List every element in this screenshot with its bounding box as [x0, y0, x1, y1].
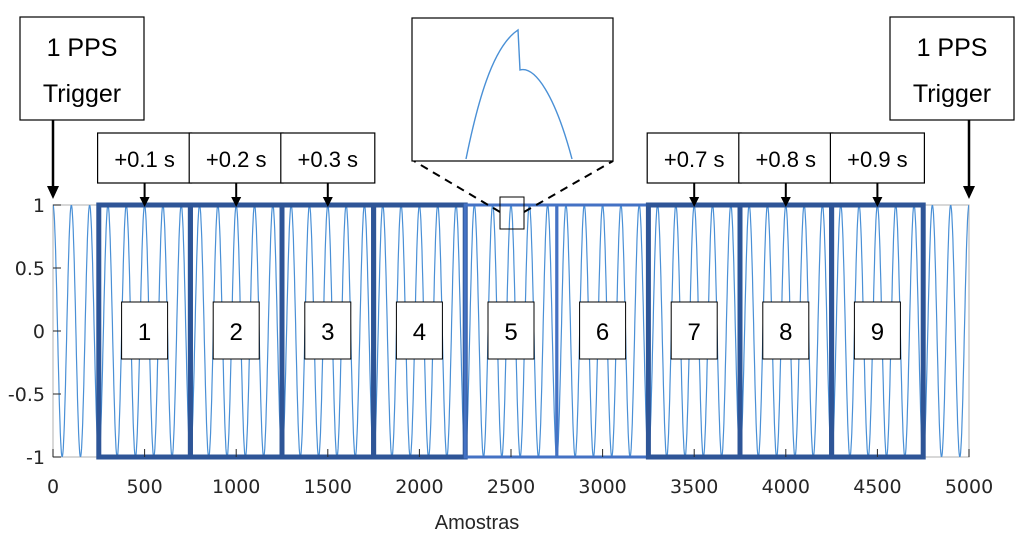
offset-label: +0.1 s [114, 147, 175, 172]
segment-number-box [304, 301, 352, 360]
offset-box [738, 132, 834, 184]
offset-label: +0.2 s [206, 147, 267, 172]
trigger-arrow-head [47, 186, 59, 199]
x-tick-label: 0 [47, 476, 59, 498]
segment-number: 2 [230, 319, 243, 346]
x-tick-label: 5000 [945, 476, 993, 498]
segment-number-box [579, 301, 627, 360]
x-tick-label: 3500 [670, 476, 718, 498]
segment-number-box [762, 301, 810, 360]
y-tick-label: -1 [26, 447, 45, 469]
offset-label: +0.9 s [847, 147, 908, 172]
offset-arrow-head [139, 197, 150, 207]
x-tick-label: 2500 [487, 476, 535, 498]
x-axis-label: Amostras [435, 512, 519, 534]
segment-number-box [853, 301, 901, 360]
x-tick-label: 4500 [853, 476, 901, 498]
trigger-box [19, 16, 145, 121]
trigger-label-line1: 1 PPS [917, 34, 988, 62]
trigger-callouts: 1 PPS Trigger 1 PPS Trigger [19, 16, 1015, 199]
axes: 0 500 1000 1500 2000 2500 3000 3500 4000 4500 5000… [8, 195, 993, 498]
x-tick-label: 2000 [395, 476, 443, 498]
offset-box [96, 132, 193, 184]
segment-number: 1 [138, 319, 151, 346]
x-tick-label: 1500 [304, 476, 352, 498]
offset-label: +0.7 s [664, 147, 725, 172]
offset-arrow-head [780, 197, 791, 207]
offset-arrow-head [872, 197, 883, 207]
zoom-guide-right [523, 160, 614, 213]
segment-number-box [487, 301, 535, 360]
trigger-label-line2: Trigger [913, 80, 991, 108]
trigger-arrow-head [963, 186, 975, 199]
trigger-label-line1: 1 PPS [47, 34, 118, 62]
trigger-label-line2: Trigger [43, 80, 121, 108]
segment-number: 7 [688, 319, 701, 346]
offset-box [280, 132, 376, 184]
x-tick-label: 1000 [212, 476, 260, 498]
segment-number-box [212, 301, 260, 360]
x-tick-label: 500 [126, 476, 162, 498]
y-tick-label: 1 [33, 195, 45, 217]
offset-label: +0.8 s [756, 147, 817, 172]
segment-number-box [121, 301, 169, 360]
y-tick-label: 0.5 [15, 258, 45, 280]
segment-number: 3 [321, 319, 334, 346]
offset-arrow-head [231, 197, 242, 207]
x-tick-label: 3000 [578, 476, 626, 498]
trigger-box [889, 16, 1015, 121]
zoom-inset [411, 17, 614, 230]
offset-box [188, 132, 284, 184]
y-tick-label: -0.5 [8, 384, 45, 406]
zoom-inset-frame [411, 17, 614, 162]
signal-line [53, 205, 969, 457]
offset-arrow-head [322, 197, 333, 207]
segment-number: 9 [871, 319, 884, 346]
offset-callouts: +0.1 s +0.2 s +0.3 s +0.7 s +0.8 s +0.9 s [96, 132, 926, 207]
segment-number-box [395, 301, 443, 360]
segment-number-box [670, 301, 718, 360]
segment-number: 6 [596, 319, 609, 346]
x-tick-label: 4000 [762, 476, 810, 498]
segment-number: 5 [504, 319, 517, 346]
segment-number: 8 [779, 319, 792, 346]
offset-arrow-head [689, 197, 700, 207]
segment-number: 4 [413, 319, 426, 346]
zoom-source-box [499, 196, 525, 230]
zoom-guide-left [413, 160, 501, 213]
zoom-inset-signal [465, 28, 573, 160]
y-tick-label: 0 [33, 321, 45, 343]
offset-label: +0.3 s [298, 147, 359, 172]
